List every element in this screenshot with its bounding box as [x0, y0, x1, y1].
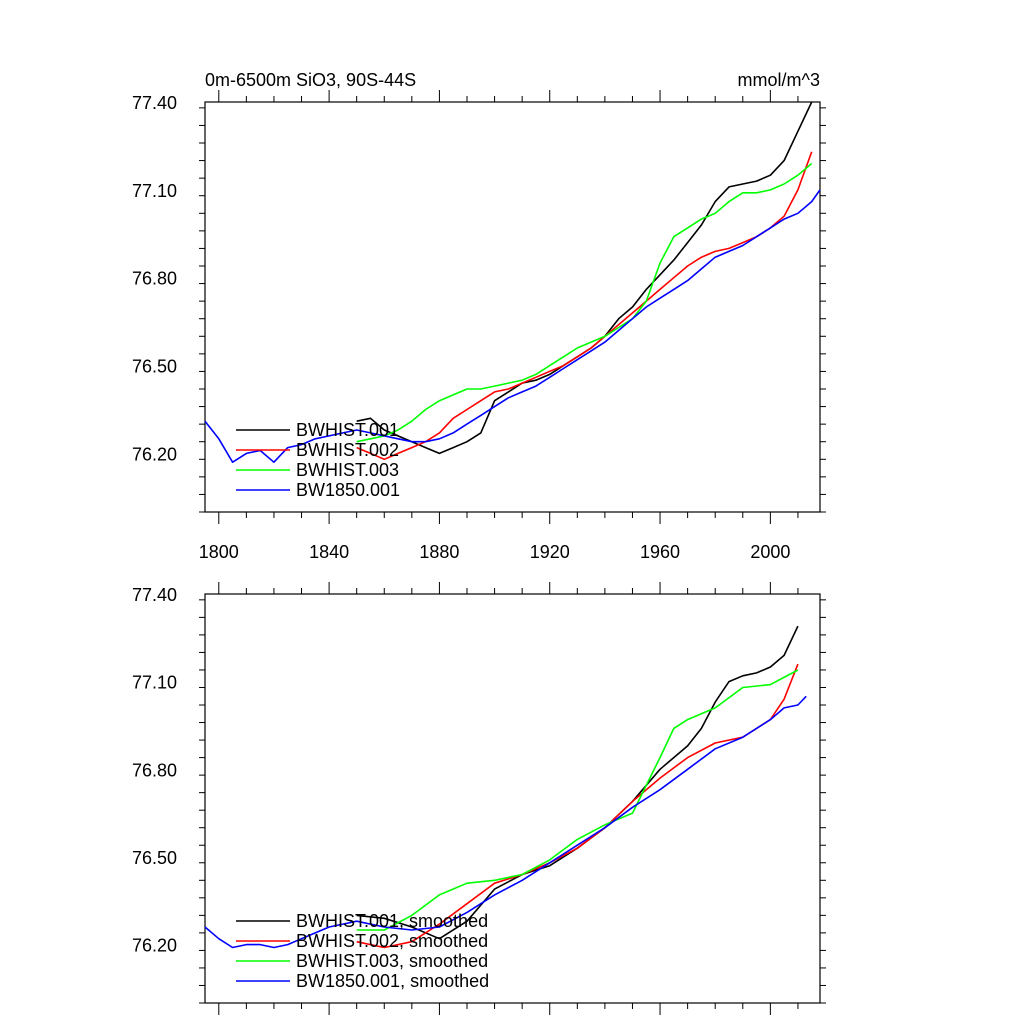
- x-tick-label: 1960: [640, 542, 680, 562]
- top-chart-panel: 0m-6500m SiO3, 90S-44S mmol/m^3 76.20 76.…: [132, 70, 826, 562]
- y-tick-label: 77.40: [132, 585, 177, 605]
- x-tick-label: 1800: [199, 542, 239, 562]
- y-tick-label: 77.10: [132, 181, 177, 201]
- legend-label: BWHIST.001, smoothed: [296, 911, 488, 931]
- y-tick-label: 76.20: [132, 444, 177, 464]
- series-line: [356, 151, 813, 461]
- bottom-chart-panel: 76.20 76.50 76.80 77.10 77.40 BWHIST.001, smo…: [132, 582, 826, 1015]
- y-tick-label: 76.20: [132, 936, 177, 956]
- top-chart-units: mmol/m^3: [738, 70, 820, 90]
- legend-label: BW1850.001: [296, 480, 400, 500]
- top-chart-title: 0m-6500m SiO3, 90S-44S: [205, 70, 416, 90]
- y-tick-label: 77.40: [132, 93, 177, 113]
- legend-label: BWHIST.003, smoothed: [296, 951, 488, 971]
- legend-label: BWHIST.002, smoothed: [296, 931, 488, 951]
- y-tick-label: 76.80: [132, 269, 177, 289]
- series-line: [356, 669, 799, 931]
- x-tick-label: 1840: [309, 542, 349, 562]
- y-tick-label: 77.10: [132, 673, 177, 693]
- legend-label: BWHIST.003: [296, 460, 399, 480]
- series-line: [204, 189, 821, 464]
- x-tick-label: 2000: [750, 542, 790, 562]
- y-tick-label: 76.80: [132, 760, 177, 780]
- x-tick-label: 1880: [419, 542, 459, 562]
- x-tick-label: 1920: [530, 542, 570, 562]
- series-line: [356, 663, 799, 949]
- legend-label: BWHIST.001: [296, 420, 399, 440]
- series-line: [356, 162, 813, 443]
- series-line: [204, 695, 807, 949]
- series-line: [356, 625, 799, 940]
- plot-frame: [204, 101, 821, 513]
- y-tick-label: 76.50: [132, 357, 177, 377]
- legend-label: BWHIST.002: [296, 440, 399, 460]
- plot-frame: [204, 593, 821, 1004]
- y-tick-label: 76.50: [132, 848, 177, 868]
- legend-label: BW1850.001, smoothed: [296, 971, 489, 991]
- series-line: [356, 101, 813, 455]
